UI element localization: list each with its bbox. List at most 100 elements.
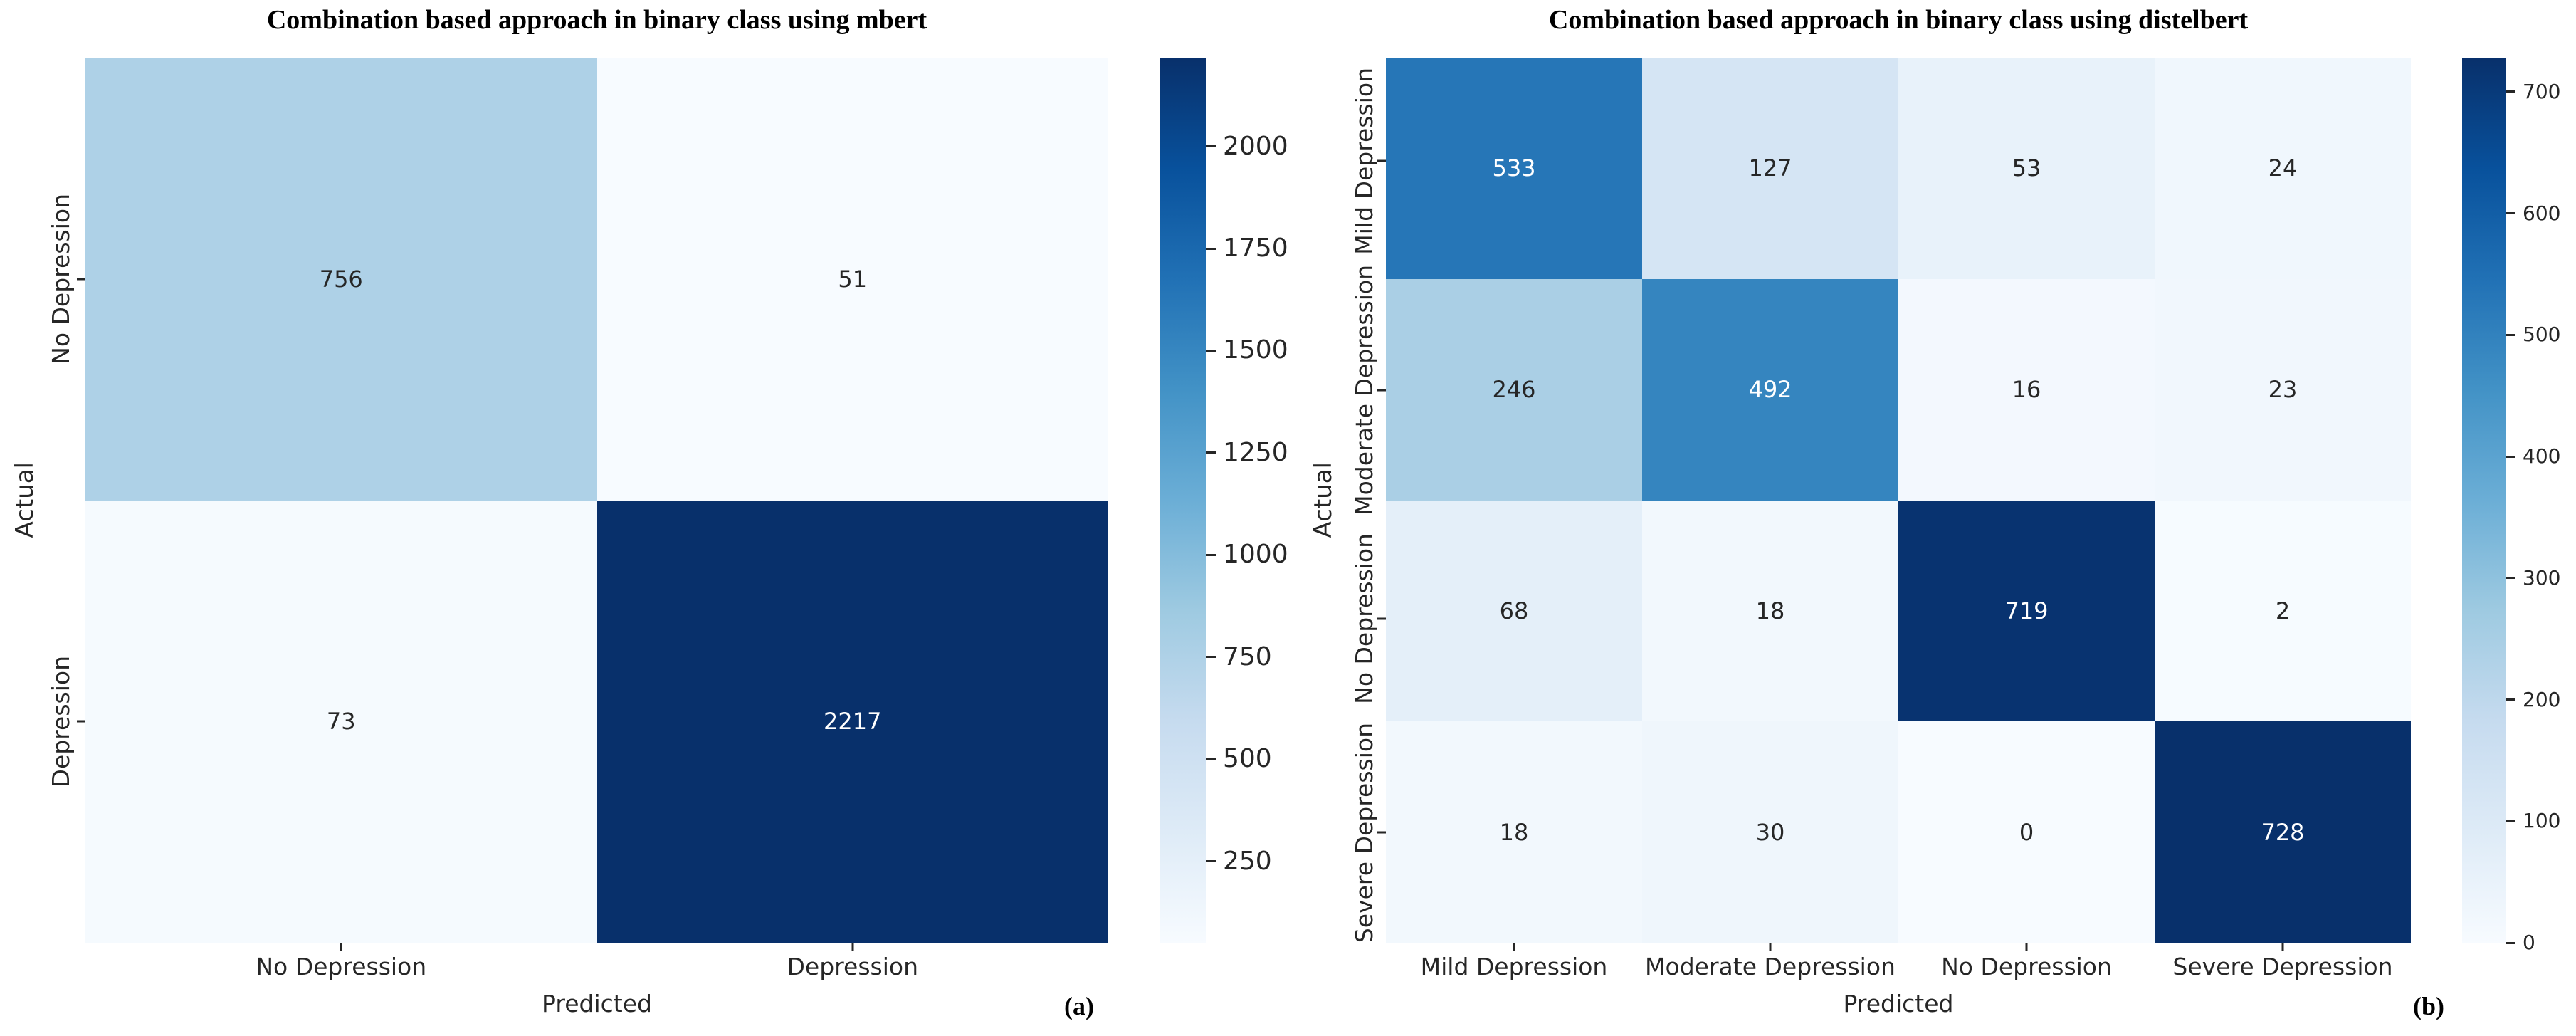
x-tick-mark <box>1769 943 1772 951</box>
y-tick: No Depression <box>1342 516 1386 723</box>
heatmap-cell: 51 <box>596 58 1108 501</box>
colorbar-tick-label: 200 <box>2523 687 2561 711</box>
heatmap-cell: 127 <box>1642 58 1898 279</box>
heatmap-cell: 533 <box>1386 58 1642 279</box>
colorbar-tick: 300 <box>2506 565 2561 590</box>
panel-label-b: (b) <box>2413 992 2444 1020</box>
colorbar-tick-mark <box>2506 698 2515 701</box>
colorbar-tick: 0 <box>2506 933 2535 953</box>
colorbar-tick-label: 1500 <box>1223 335 1288 365</box>
heatmap-cell: 30 <box>1642 721 1898 943</box>
heatmap-cell: 53 <box>1898 58 2155 279</box>
colorbar-tick-mark <box>2506 90 2515 93</box>
heatmap-cell: 23 <box>2155 278 2411 501</box>
x-tick: Mild Depression <box>1386 943 1642 988</box>
y-tick: Severe Depression <box>1342 723 1386 943</box>
heatmap-cell: 492 <box>1642 278 1898 501</box>
x-tick-label: No Depression <box>1941 953 2112 980</box>
colorbar-tick-mark <box>1206 145 1216 148</box>
colorbar-tick: 1500 <box>1206 338 1288 363</box>
heatmap-cell: 68 <box>1386 500 1642 722</box>
y-tick-mark <box>1377 389 1386 392</box>
heatmap-cell: 2 <box>2155 500 2411 722</box>
x-tick-mark <box>2281 943 2284 951</box>
y-tick-label: No Depression <box>46 193 75 365</box>
x-tick-label: Depression <box>787 953 918 980</box>
x-tick: Depression <box>597 943 1109 988</box>
confusion-matrix-figure-mbert: Combination based approach in binary cla… <box>11 5 1288 1020</box>
x-tick: Severe Depression <box>2155 943 2411 988</box>
colorbar-tick-label: 300 <box>2523 565 2561 590</box>
x-tick-label: Mild Depression <box>1420 953 1608 980</box>
heatmap-cell: 719 <box>1898 500 2155 722</box>
x-tick-mark <box>1513 943 1515 951</box>
confusion-matrix-figure-distelbert: Combination based approach in binary cla… <box>1288 0 2576 1036</box>
colorbar-tick: 500 <box>1206 746 1272 772</box>
colorbar-tick-label: 700 <box>2523 79 2561 103</box>
y-axis-label-text: Actual <box>11 462 39 538</box>
y-tick-label: Moderate Depression <box>1350 264 1378 516</box>
x-tick: Moderate Depression <box>1642 943 1898 988</box>
chart-title: Combination based approach in binary cla… <box>1548 5 2249 35</box>
heatmap-cell: 728 <box>2155 721 2411 943</box>
heatmap-grid: 533 127 53 24 246 492 16 23 68 18 719 2 18 30 0 728 <box>1386 58 2411 943</box>
y-tick: No Depression <box>36 58 85 501</box>
colorbar-tick-mark <box>1206 451 1216 454</box>
colorbar-tick-mark <box>2506 455 2515 458</box>
colorbar-tick-label: 0 <box>2523 931 2535 954</box>
y-tick-mark <box>1377 617 1386 620</box>
colorbar-tick-mark <box>2506 333 2515 336</box>
panel-label-a: (a) <box>1064 992 1094 1020</box>
colorbar-tick-label: 750 <box>1223 642 1272 671</box>
colorbar-tick-label: 100 <box>2523 809 2561 833</box>
y-tick-label: Depression <box>46 656 75 788</box>
colorbar-gradient <box>2462 58 2506 943</box>
heatmap-cell: 246 <box>1386 278 1642 501</box>
x-tick-mark <box>340 943 342 951</box>
colorbar-tick-mark <box>2506 577 2515 580</box>
x-tick-label: Moderate Depression <box>1645 953 1896 980</box>
y-tick-mark <box>77 278 85 281</box>
heatmap-cell: 18 <box>1386 721 1642 943</box>
colorbar-tick-label: 500 <box>1223 744 1272 774</box>
colorbar: 250 500 750 1000 1250 1500 1750 2000 <box>1160 58 1288 943</box>
colorbar-tick-mark <box>2506 941 2515 944</box>
heatmap-cell: 73 <box>85 500 597 943</box>
heatmap-cell: 756 <box>85 58 597 501</box>
y-tick-labels: Mild Depression Moderate Depression No Dep… <box>1342 58 1386 943</box>
colorbar-tick: 500 <box>2506 325 2560 345</box>
colorbar-tick-label: 1000 <box>1223 540 1288 570</box>
colorbar-tick-label: 2000 <box>1223 131 1288 161</box>
heatmap-cell: 18 <box>1642 500 1898 722</box>
colorbar: 0 100 200 300 400 500 600 700 <box>2462 58 2560 953</box>
y-tick: Mild Depression <box>1342 58 1386 265</box>
y-tick-mark <box>1377 159 1386 162</box>
y-axis-label: Actual <box>1308 58 1338 943</box>
x-tick: No Depression <box>85 943 597 988</box>
colorbar-tick: 250 <box>1206 846 1272 876</box>
colorbar-tick: 200 <box>2506 687 2561 711</box>
x-tick-mark <box>2025 943 2028 951</box>
colorbar-tick-label: 500 <box>2523 323 2561 347</box>
colorbar-tick-label: 1750 <box>1223 234 1288 263</box>
x-tick-label: No Depression <box>256 953 427 980</box>
colorbar-tick-mark <box>2506 212 2515 215</box>
colorbar-tick-mark <box>1206 247 1216 250</box>
x-tick-label: Severe Depression <box>2172 953 2393 980</box>
x-axis-label: Predicted <box>1843 990 1954 1017</box>
colorbar-tick-label: 1250 <box>1223 437 1288 467</box>
colorbar-tick-mark <box>1206 758 1216 760</box>
x-tick-labels: Mild Depression Moderate Depression No Dep… <box>1386 943 2411 988</box>
y-tick: Depression <box>36 501 85 943</box>
x-tick-labels: No Depression Depression <box>85 943 1108 988</box>
colorbar-tick-label: 250 <box>1223 846 1272 876</box>
colorbar-tick-mark <box>1206 349 1216 352</box>
colorbar-tick: 600 <box>2506 203 2560 224</box>
colorbar-tick: 1000 <box>1206 542 1288 567</box>
colorbar-tick-mark <box>1206 860 1216 863</box>
colorbar-tick-mark <box>1206 656 1216 659</box>
y-tick-label: Mild Depression <box>1350 68 1378 255</box>
colorbar-tick: 700 <box>2506 79 2561 103</box>
heatmap-cell: 0 <box>1898 721 2155 943</box>
y-tick-mark <box>77 720 85 723</box>
